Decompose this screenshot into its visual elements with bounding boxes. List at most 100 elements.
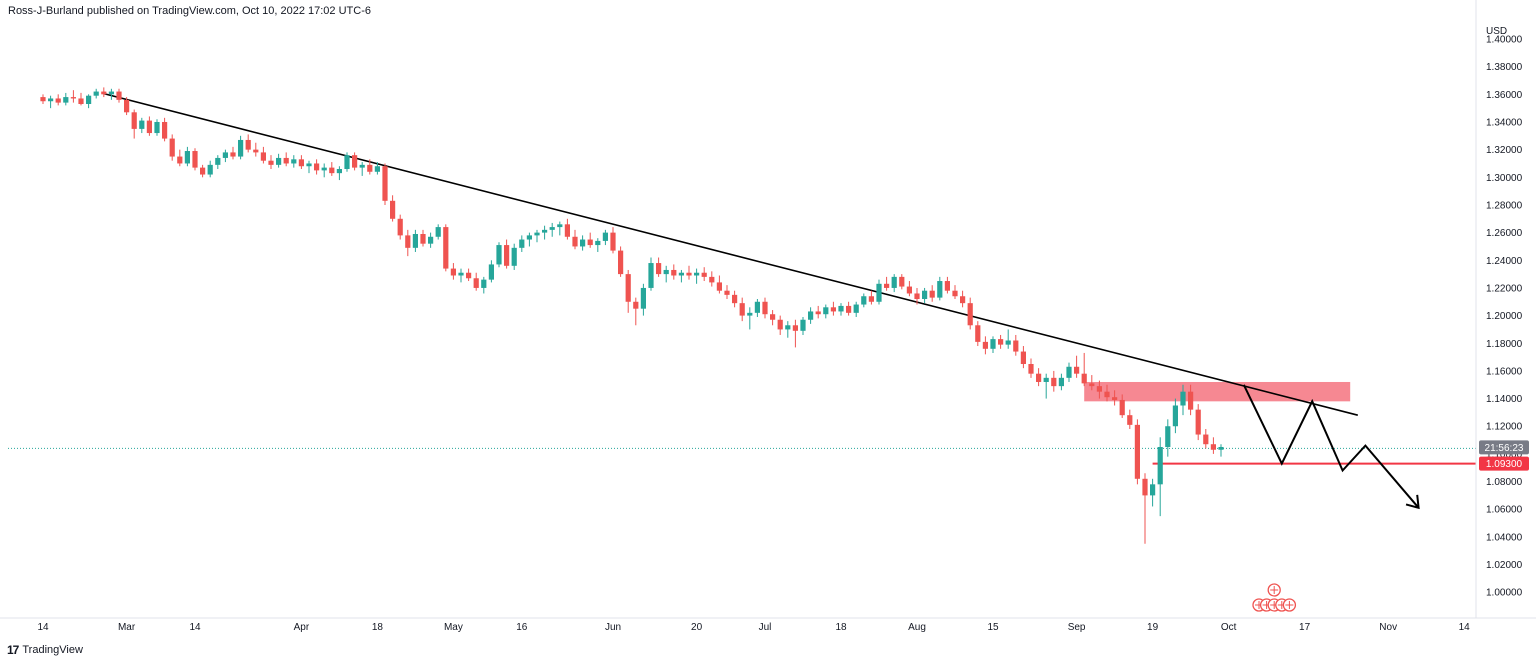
candle-down[interactable] (618, 246, 624, 277)
resistance-zone[interactable] (1084, 381, 1351, 402)
candle-up[interactable] (207, 160, 213, 178)
candle-up[interactable] (412, 229, 418, 252)
candle-down[interactable] (405, 229, 411, 257)
candle-up[interactable] (1165, 419, 1171, 457)
candle-down[interactable] (732, 290, 738, 308)
candle-down[interactable] (792, 319, 798, 348)
candle-up[interactable] (990, 336, 996, 353)
candle-up[interactable] (823, 304, 829, 319)
candle-down[interactable] (1188, 384, 1194, 416)
candle-down[interactable] (1013, 334, 1019, 356)
level-price-tag[interactable]: 1.09300 (1479, 456, 1529, 471)
candle-down[interactable] (656, 257, 662, 277)
candle-down[interactable] (169, 134, 175, 161)
candle-down[interactable] (1134, 419, 1140, 485)
candle-up[interactable] (853, 301, 859, 317)
candle-down[interactable] (610, 227, 616, 254)
candle-down[interactable] (124, 97, 130, 116)
candle-down[interactable] (1142, 473, 1148, 544)
candle-up[interactable] (542, 225, 548, 240)
candle-down[interactable] (466, 268, 472, 282)
candle-up[interactable] (519, 235, 525, 252)
candle-down[interactable] (1210, 437, 1216, 454)
candle-down[interactable] (952, 285, 958, 300)
candle-down[interactable] (268, 155, 274, 170)
candle-down[interactable] (397, 214, 403, 240)
candle-down[interactable] (1119, 394, 1125, 418)
candle-up[interactable] (154, 119, 160, 136)
candle-up[interactable] (694, 268, 700, 284)
candle-down[interactable] (230, 146, 236, 160)
candle-up[interactable] (139, 117, 145, 134)
candle-up[interactable] (549, 222, 555, 237)
candle-down[interactable] (352, 152, 358, 171)
tradingview-logo[interactable]: 17 TradingView (7, 643, 83, 657)
economic-event-icon[interactable] (1282, 598, 1297, 612)
candle-down[interactable] (1028, 358, 1034, 378)
candle-up[interactable] (511, 243, 517, 270)
candle-up[interactable] (1218, 444, 1224, 457)
candle-down[interactable] (1051, 370, 1057, 392)
candle-up[interactable] (63, 92, 69, 106)
candle-down[interactable] (671, 264, 677, 280)
economic-event-icon[interactable] (1267, 583, 1281, 597)
candle-up[interactable] (336, 166, 342, 181)
candle-up[interactable] (108, 88, 114, 100)
projection-path[interactable] (1242, 384, 1420, 509)
candle-down[interactable] (390, 195, 396, 222)
candle-down[interactable] (914, 287, 920, 305)
downtrend-line[interactable] (103, 92, 1358, 416)
candle-up[interactable] (1172, 398, 1178, 434)
candle-down[interactable] (1074, 355, 1080, 378)
candle-down[interactable] (40, 94, 46, 105)
candle-up[interactable] (86, 94, 92, 109)
candle-down[interactable] (55, 94, 61, 106)
candle-up[interactable] (291, 155, 297, 168)
candle-up[interactable] (876, 279, 882, 305)
candle-down[interactable] (967, 297, 973, 330)
candle-down[interactable] (929, 285, 935, 302)
candle-up[interactable] (481, 276, 487, 294)
candle-up[interactable] (595, 238, 601, 252)
candle-down[interactable] (1112, 390, 1118, 406)
candle-down[interactable] (1104, 384, 1110, 402)
candle-up[interactable] (1180, 384, 1186, 416)
candle-up[interactable] (48, 95, 54, 109)
candle-down[interactable] (192, 148, 198, 171)
candle-down[interactable] (1096, 380, 1102, 399)
candle-down[interactable] (633, 297, 639, 326)
candle-down[interactable] (815, 305, 821, 319)
candle-down[interactable] (777, 315, 783, 335)
candle-up[interactable] (1058, 373, 1064, 391)
candle-down[interactable] (245, 134, 251, 153)
candle-down[interactable] (162, 117, 168, 142)
candle-down[interactable] (998, 334, 1004, 349)
candle-up[interactable] (222, 149, 228, 163)
candle-up[interactable] (93, 88, 99, 99)
candle-up[interactable] (937, 276, 943, 301)
candle-up[interactable] (359, 162, 365, 176)
candle-down[interactable] (770, 310, 776, 326)
candle-down[interactable] (1203, 429, 1209, 449)
candle-down[interactable] (200, 164, 206, 178)
candle-up[interactable] (458, 268, 464, 283)
candle-down[interactable] (260, 146, 266, 164)
candle-down[interactable] (724, 285, 730, 300)
candle-down[interactable] (982, 336, 988, 355)
candle-down[interactable] (572, 229, 578, 250)
candle-up[interactable] (488, 260, 494, 283)
candle-down[interactable] (473, 272, 479, 291)
candle-down[interactable] (420, 229, 426, 247)
candle-down[interactable] (884, 276, 890, 291)
candle-up[interactable] (861, 293, 867, 308)
candle-down[interactable] (1089, 375, 1095, 391)
candle-up[interactable] (344, 152, 350, 172)
candle-up[interactable] (747, 307, 753, 330)
candle-up[interactable] (678, 269, 684, 283)
candle-down[interactable] (899, 274, 905, 290)
candle-up[interactable] (663, 265, 669, 283)
candle-down[interactable] (367, 159, 373, 175)
candle-down[interactable] (830, 301, 836, 316)
candle-up[interactable] (785, 321, 791, 338)
candle-down[interactable] (686, 265, 692, 280)
